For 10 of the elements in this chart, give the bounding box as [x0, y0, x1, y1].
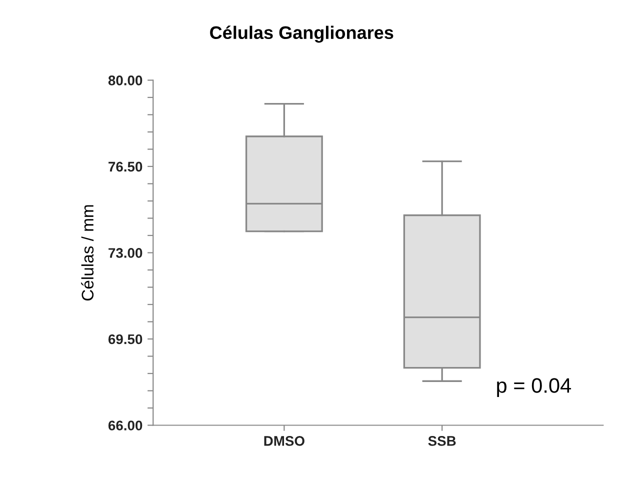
- y-tick-label: 73.00: [108, 248, 142, 258]
- annotation: p = 0.04: [497, 378, 572, 398]
- x-tick-label: DMSO: [264, 436, 304, 446]
- x-tick-label: SSB: [428, 436, 456, 446]
- y-tick-label: 66.00: [108, 420, 142, 430]
- y-tick-label: 76.50: [108, 162, 142, 172]
- y-axis-title: Células / mm: [81, 205, 94, 300]
- chart-title: Células Ganglionares: [210, 26, 394, 43]
- y-tick-label: 69.50: [108, 334, 142, 344]
- y-tick-label: 80.00: [108, 76, 142, 86]
